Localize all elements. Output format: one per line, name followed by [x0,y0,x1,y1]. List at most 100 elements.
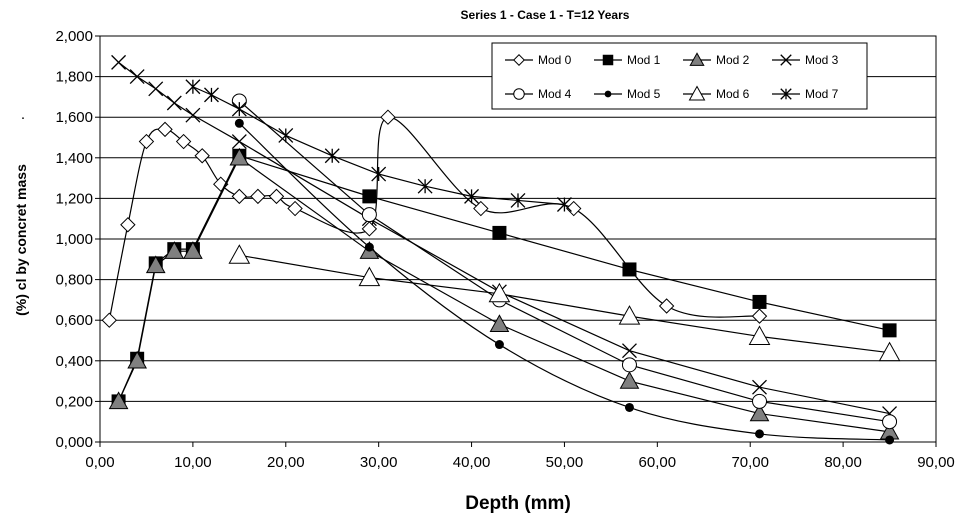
legend-box [491,42,868,110]
triangle-filled-marker [127,350,148,369]
series-line [108,116,760,321]
diamond-marker [658,298,675,314]
triangle-filled-marker [619,371,640,389]
series-mod-6 [228,244,901,362]
legend-label: Mod 7 [805,87,839,101]
legend-item: Mod 5 [594,87,661,101]
x-marker [622,343,637,359]
x-axis-ticks: 0,00 10,00 20,00 30,00 40,00 50,00 60,00 70,00 8… [85,442,955,471]
x-tick-label: 30,00 [360,454,398,471]
square-marker [882,323,897,338]
series-mod-2 [108,147,900,440]
series-line [239,254,890,354]
square-marker [362,189,377,204]
chart-title: Series 1 - Case 1 - T=12 Years [461,8,630,22]
series-mod-1 [111,148,897,409]
circle-open-marker [752,393,768,409]
series-mod-0 [101,109,768,328]
legend-label: Mod 3 [805,53,839,67]
triangle-filled-marker [749,403,770,422]
legend-label: Mod 6 [716,87,750,101]
series-layer [101,54,901,445]
x-marker [148,81,164,97]
x-marker [166,95,182,111]
asterisk-marker [464,188,480,204]
x-marker [129,69,145,85]
y-tick-label: 1,800 [55,69,93,86]
x-tick-label: 40,00 [453,454,491,471]
asterisk-marker [278,128,294,143]
series-line [192,86,565,206]
legend-item: Mod 7 [772,87,839,101]
legend-label: Mod 4 [538,87,572,101]
y-tick-label: 1,400 [55,150,93,167]
legend-label: Mod 0 [538,53,572,67]
series-line [118,155,890,402]
x-marker [752,379,767,395]
x-tick-label: 0,00 [85,454,114,471]
x-tick-label: 50,00 [546,454,584,471]
legend-item: Mod 3 [772,53,839,67]
y-tick-label: 0,400 [55,353,93,370]
x-marker [780,54,792,66]
diamond-marker [120,217,136,233]
legend-label: Mod 5 [627,87,661,101]
grid-lines [100,76,936,402]
asterisk-marker [417,178,433,194]
diamond-marker [138,133,155,150]
asterisk-marker [510,192,526,208]
y-tick-label: 1,600 [55,109,93,126]
circle-filled-marker [885,435,895,445]
circle-open-marker [361,207,377,223]
asterisk-marker [324,148,340,164]
diamond-marker [473,200,489,217]
series-mod-7 [185,79,572,212]
square-marker [752,294,767,309]
y-tick-label: 1,000 [55,231,93,248]
legend-item: Mod 4 [505,87,572,101]
triangle-open-marker [688,85,706,101]
x-tick-label: 60,00 [639,454,677,471]
diamond-marker [268,188,285,205]
circle-filled-marker [755,429,765,439]
triangle-open-marker [488,282,511,303]
circle-filled-marker [364,242,374,252]
series-line [238,122,890,441]
x-marker [185,107,201,123]
y-tick-label: 0,200 [55,393,93,410]
square-marker [492,225,507,240]
x-marker [111,54,127,70]
triangle-filled-marker [108,391,129,410]
triangle-filled-marker [145,255,166,274]
circle-open-marker [621,357,637,373]
asterisk-marker [780,88,792,100]
circle-filled-marker [604,90,612,98]
circle-open-marker [513,88,525,100]
x-tick-label: 70,00 [731,454,769,471]
series-mod-5 [234,118,895,445]
diamond-marker [194,148,210,164]
legend-item: Mod 6 [683,85,750,101]
x-tick-label: 90,00 [917,454,955,471]
x-tick-label: 10,00 [174,454,212,471]
legend-label: Mod 2 [716,53,750,67]
triangle-filled-marker [689,52,705,66]
square-marker [622,262,637,277]
diamond-marker [566,200,582,217]
circle-filled-marker [624,402,634,412]
legend-item: Mod 1 [594,53,661,67]
legend-item: Mod 0 [505,53,572,67]
diamond-marker [380,109,396,125]
diamond-marker [175,133,192,150]
x-marker [231,134,247,150]
y-tick-label: 0,800 [55,272,93,289]
diamond-marker [231,188,248,205]
asterisk-marker [204,87,219,103]
circle-filled-marker [494,340,504,350]
triangle-open-marker [878,341,901,362]
circle-open-marker [882,414,898,430]
series-line [238,100,890,423]
asterisk-marker [185,79,201,95]
y-axis-ticks: 0,000 0,200 0,400 0,600 0,800 1,000 1,200 1,400… [55,28,100,451]
